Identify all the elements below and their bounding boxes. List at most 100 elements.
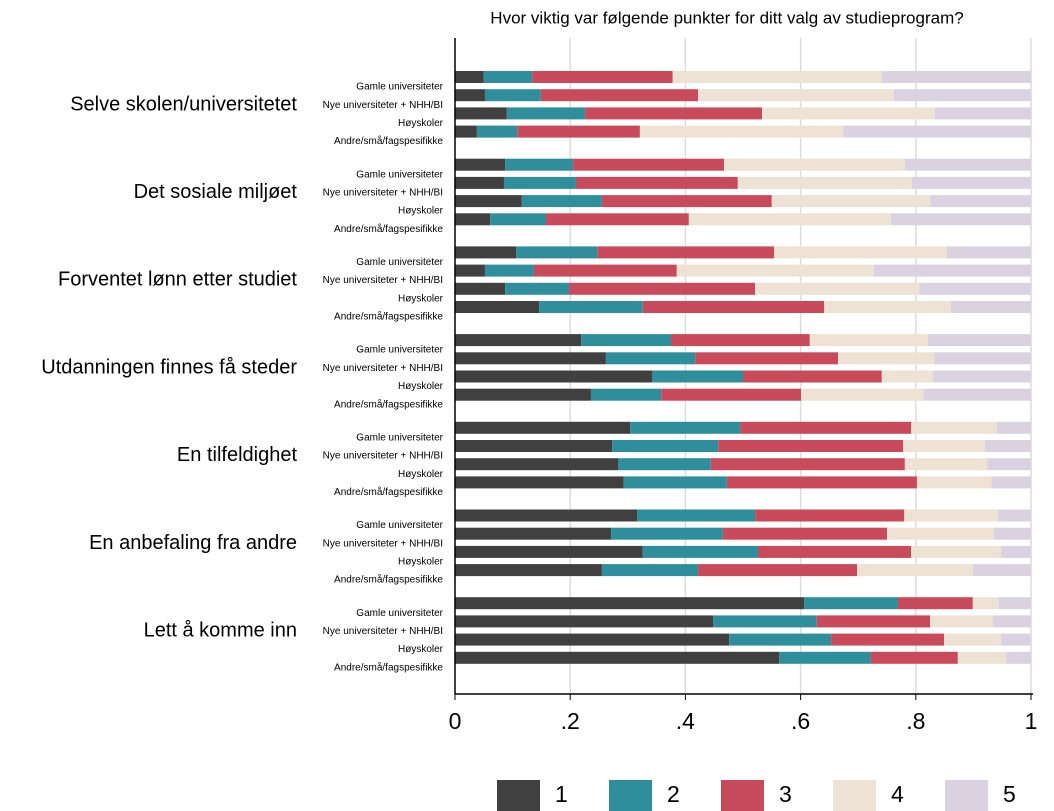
- bar-segment: [639, 125, 844, 138]
- bar-segment: [455, 264, 485, 277]
- bar-segment: [590, 388, 662, 401]
- bar-segment: [887, 527, 995, 540]
- bar-segment: [521, 195, 602, 208]
- bar-segment: [972, 597, 999, 610]
- x-tick-label: .2: [561, 708, 580, 734]
- bar-segment: [919, 282, 1031, 295]
- legend-label: 2: [667, 781, 680, 807]
- bar-segment: [672, 71, 882, 83]
- bar-segment: [601, 564, 699, 577]
- bar-segment: [605, 352, 696, 365]
- bar-segment: [517, 125, 640, 138]
- subgroup-label: Andre/små/fagspesifikke: [334, 311, 443, 323]
- bar-segment: [455, 527, 612, 540]
- bar-segment: [779, 651, 871, 664]
- subgroup-label: Andre/små/fagspesifikke: [334, 135, 443, 147]
- subgroup-label: Andre/små/fagspesifikke: [334, 486, 443, 498]
- bar-segment: [455, 158, 506, 171]
- bar-segment: [698, 89, 894, 102]
- bar-segment: [843, 125, 1031, 138]
- bar-segment: [881, 370, 934, 383]
- bar-segment: [944, 633, 1002, 646]
- subgroup-label: Gamle universiteter: [356, 82, 443, 93]
- bar-segment: [831, 633, 945, 646]
- bar-segment: [506, 107, 586, 120]
- bar-segment: [581, 334, 671, 347]
- bar-segment: [723, 158, 905, 171]
- subgroup-label: Høyskoler: [398, 644, 444, 655]
- bar-segment: [503, 176, 576, 189]
- bar-segment: [611, 527, 723, 540]
- legend-label: 3: [779, 781, 792, 807]
- bar-segment: [585, 107, 763, 120]
- bar-segment: [804, 597, 898, 610]
- bar-segment: [934, 107, 1031, 120]
- bar-segment: [904, 158, 1031, 171]
- bar-segment: [671, 334, 810, 347]
- bar-segment: [455, 615, 714, 628]
- subgroup-label: Nye universiteter + NHH/BI: [323, 363, 443, 374]
- bar-segment: [998, 509, 1031, 522]
- bar-segment: [455, 545, 643, 558]
- bar-segment: [601, 195, 772, 208]
- legend-label: 1: [555, 781, 568, 807]
- bar-segment: [740, 421, 912, 434]
- bar-segment: [757, 545, 912, 558]
- bar-segment: [893, 89, 1031, 102]
- bar-segment: [569, 282, 756, 295]
- bar-segment: [455, 352, 606, 365]
- bar-segment: [661, 388, 802, 401]
- bar-segment: [904, 509, 999, 522]
- group-label: Forventet lønn etter studiet: [58, 269, 297, 291]
- legend-label: 5: [1003, 781, 1016, 807]
- bar-segment: [897, 597, 973, 610]
- bar-segment: [870, 651, 958, 664]
- chart-title: Hvor viktig var følgende punkter for dit…: [490, 8, 963, 27]
- bar-segment: [455, 107, 507, 120]
- bar-segment: [540, 89, 699, 102]
- bar-segment: [688, 213, 892, 226]
- legend-swatch: [945, 780, 988, 811]
- subgroup-label: Nye universiteter + NHH/BI: [323, 451, 443, 462]
- bar-segment: [533, 264, 677, 277]
- subgroup-label: Høyskoler: [398, 206, 444, 217]
- bar-segment: [911, 176, 1031, 189]
- bar-segment: [546, 213, 689, 226]
- bar-segment: [455, 213, 491, 226]
- bar-segment: [516, 246, 598, 259]
- bar-segment: [957, 651, 1007, 664]
- bar-segment: [838, 352, 935, 365]
- bar-segment: [904, 458, 988, 471]
- bar-segment: [575, 176, 738, 189]
- subgroup-label: Andre/små/fagspesifikke: [334, 223, 443, 235]
- bar-segment: [934, 352, 1031, 365]
- bar-segment: [743, 370, 882, 383]
- group-label: Lett å komme inn: [144, 619, 297, 641]
- bar-segment: [455, 195, 522, 208]
- group-label: En anbefaling fra andre: [89, 532, 297, 554]
- bar-segment: [455, 334, 582, 347]
- group-label: Selve skolen/universitetet: [70, 93, 297, 115]
- bar-segment: [755, 282, 920, 295]
- legend-swatch: [497, 780, 540, 811]
- subgroup-label: Høyskoler: [398, 557, 444, 568]
- bar-segment: [998, 597, 1031, 610]
- subgroup-label: Nye universiteter + NHH/BI: [323, 100, 443, 111]
- subgroup-label: Gamle universiteter: [356, 608, 443, 619]
- bar-segment: [946, 246, 1031, 259]
- bar-segment: [476, 125, 518, 138]
- bar-segment: [695, 352, 839, 365]
- subgroup-label: Gamle universiteter: [356, 520, 443, 531]
- group-label: Det sosiale miljøet: [134, 181, 298, 203]
- bar-segment: [623, 476, 727, 489]
- subgroup-label: Høyskoler: [398, 381, 444, 392]
- bar-segment: [816, 615, 931, 628]
- bar-segment: [916, 476, 992, 489]
- bar-segment: [903, 440, 985, 452]
- bar-segment: [455, 458, 619, 471]
- bar-segment: [455, 246, 517, 259]
- bar-segment: [994, 527, 1031, 540]
- bar-segment: [455, 421, 631, 434]
- bar-segment: [532, 71, 673, 83]
